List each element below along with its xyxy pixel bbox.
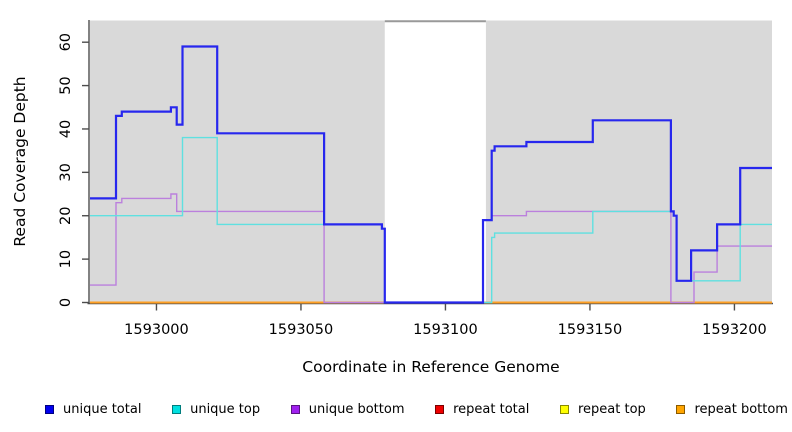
y-axis-title: Read Coverage Depth [11,76,29,246]
legend-swatch-repeat-top [560,404,569,414]
legend-label: unique top [190,401,261,417]
legend-item-unique-bottom: unique bottom [290,401,405,417]
legend-label: repeat total [453,401,530,417]
legend-swatch-unique-total [45,404,54,414]
legend-item-repeat-total: repeat total [435,402,529,417]
x-tick-label: 1593050 [269,322,334,338]
legend-item-repeat-top: repeat top [560,402,646,417]
chart-legend: unique total unique top unique bottom repea… [45,397,788,421]
legend-label: repeat bottom [694,401,788,417]
y-tick-label: 10 [58,250,74,268]
y-tick-label: 30 [58,163,74,181]
covered-region-0 [90,20,385,304]
x-tick-label: 1593100 [413,322,478,338]
x-tick-label: 1593200 [702,322,767,338]
y-tick-label: 40 [58,120,74,138]
legend-item-repeat-bottom: repeat bottom [676,402,788,417]
x-tick-label: 1593150 [558,322,623,338]
y-tick-label: 0 [58,298,74,307]
legend-label: repeat top [578,401,646,417]
y-tick-label: 50 [58,76,74,94]
series-unique-total [90,45,772,304]
y-tick-label: 60 [58,33,74,51]
legend-label: unique bottom [308,401,405,417]
legend-swatch-unique-top [172,404,182,414]
y-tick-label: 20 [58,207,74,225]
x-axis-title: Coordinate in Reference Genome [302,358,559,376]
legend-label: unique total [63,401,142,417]
x-tick-label: 1593000 [124,322,189,338]
covered-region-1 [485,20,772,304]
legend-swatch-unique-bottom [290,404,300,414]
legend-item-unique-total: unique total [45,402,141,417]
legend-swatch-repeat-bottom [676,404,686,414]
legend-item-unique-top: unique top [172,402,260,417]
legend-swatch-repeat-total [435,404,445,414]
